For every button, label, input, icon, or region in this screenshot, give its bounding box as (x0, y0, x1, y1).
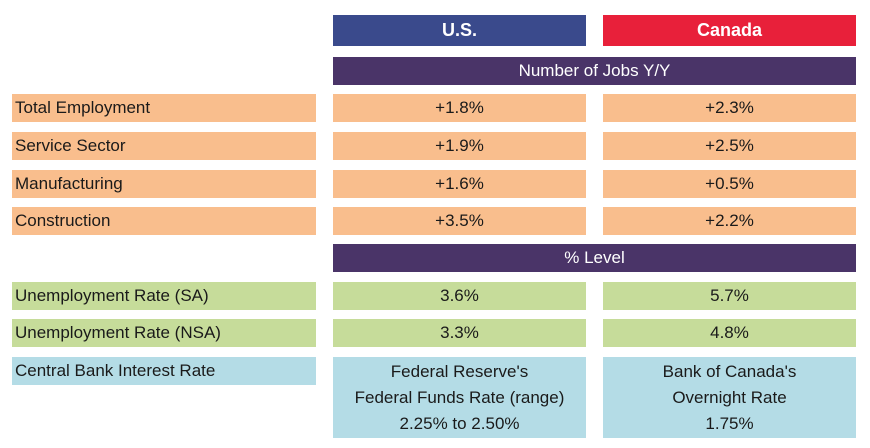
canada-central-bank-line-1: Bank of Canada's (662, 361, 797, 381)
canada-column-header: Canada (603, 15, 856, 46)
row-label-construction: Construction (12, 207, 316, 235)
us-central-bank-line-2: Federal Funds Rate (range) (354, 387, 565, 407)
us-central-bank-line-1: Federal Reserve's (390, 361, 529, 381)
us-value-unemployment-nsa: 3.3% (333, 319, 586, 347)
us-column-header: U.S. (333, 15, 586, 46)
us-value-construction: +3.5% (333, 207, 586, 235)
section-title-jobs: Number of Jobs Y/Y (333, 57, 856, 85)
canada-central-bank-line-2: Overnight Rate (672, 387, 787, 407)
canada-value-construction: +2.2% (603, 207, 856, 235)
row-label-total-employment: Total Employment (12, 94, 316, 122)
row-label-central-bank-rate: Central Bank Interest Rate (12, 357, 316, 385)
row-label-manufacturing: Manufacturing (12, 170, 316, 198)
us-value-central-bank-rate: Federal Reserve's Federal Funds Rate (ra… (333, 357, 586, 438)
canada-value-central-bank-rate: Bank of Canada's Overnight Rate 1.75% (603, 357, 856, 438)
canada-value-unemployment-sa: 5.7% (603, 282, 856, 310)
canada-value-unemployment-nsa: 4.8% (603, 319, 856, 347)
us-central-bank-line-3: 2.25% to 2.50% (399, 413, 520, 433)
row-label-service-sector: Service Sector (12, 132, 316, 160)
canada-value-total-employment: +2.3% (603, 94, 856, 122)
canada-central-bank-line-3: 1.75% (705, 413, 754, 433)
us-value-manufacturing: +1.6% (333, 170, 586, 198)
us-value-total-employment: +1.8% (333, 94, 586, 122)
row-label-unemployment-sa: Unemployment Rate (SA) (12, 282, 316, 310)
us-value-service-sector: +1.9% (333, 132, 586, 160)
canada-value-service-sector: +2.5% (603, 132, 856, 160)
canada-value-manufacturing: +0.5% (603, 170, 856, 198)
row-label-unemployment-nsa: Unemployment Rate (NSA) (12, 319, 316, 347)
section-title-level: % Level (333, 244, 856, 272)
us-value-unemployment-sa: 3.6% (333, 282, 586, 310)
